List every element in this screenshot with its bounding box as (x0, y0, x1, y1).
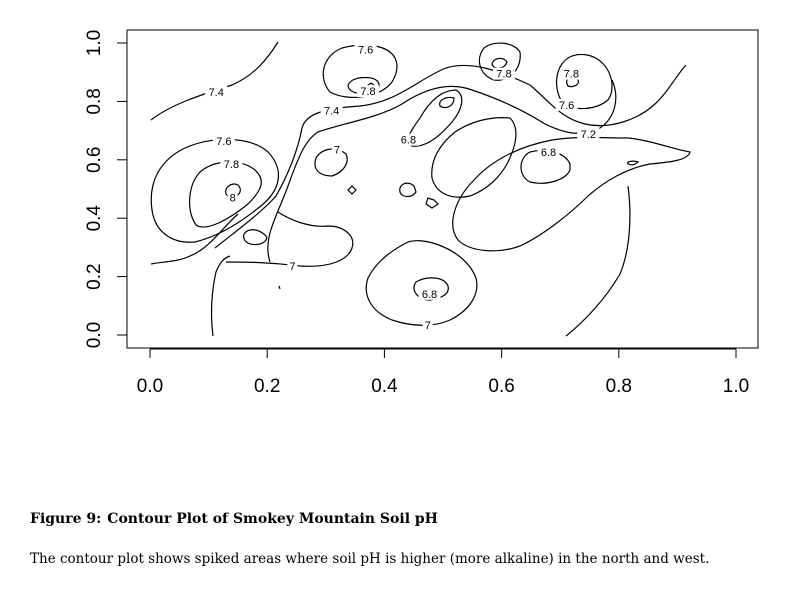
contour-label-bg-6 (331, 143, 342, 156)
contour-7-pocket-b (347, 185, 357, 195)
contour-7-southwest-b (210, 255, 231, 337)
plot-frame (126, 29, 759, 349)
y-tick-label-5: 1.0 (84, 30, 105, 56)
y-tick-label-0: 0.0 (84, 322, 105, 348)
contour-label-bg-7 (537, 146, 560, 159)
contour-7-southwest (150, 213, 239, 265)
contour-label-0: 7.6 (358, 45, 373, 57)
contour-label-8: 7.8 (224, 159, 239, 171)
contour-label-bg-4 (397, 133, 420, 146)
contour-7-4-west (150, 41, 279, 121)
contour-label-bg-0 (354, 43, 377, 56)
y-tick-label-2: 0.4 (84, 205, 105, 232)
contour-label-bg-10 (492, 67, 515, 80)
contour-label-bg-2 (205, 86, 228, 99)
figure-title: Contour Plot of Smokey Mountain Soil pH (107, 511, 438, 527)
contour-6-8-central (407, 89, 463, 147)
contour-label-bg-16 (422, 319, 433, 332)
x-tick-label-3: 0.6 (488, 376, 514, 397)
contour-label-bg-9 (227, 191, 238, 204)
contour-7-east (452, 136, 691, 252)
x-tick-label-0: 0.0 (137, 376, 163, 397)
contour-label-12: 7.6 (559, 100, 574, 112)
contour-label-1: 7.8 (360, 86, 375, 98)
contour-6-8-south (413, 277, 449, 301)
figure-caption: Figure 9: Contour Plot of Smokey Mountain… (30, 511, 438, 527)
contour-6-8-small-a (439, 96, 455, 109)
contour-lines (150, 41, 691, 337)
contour-label-2: 7.4 (209, 87, 224, 99)
contour-label-3: 7.4 (324, 105, 339, 117)
contour-label-bg-13 (577, 128, 600, 141)
y-tick-label-4: 0.8 (84, 88, 105, 114)
contour-label-7: 6.8 (541, 147, 556, 159)
contour-label-13: 7.2 (581, 129, 596, 141)
contour-label-bg-15 (418, 287, 441, 300)
contour-label-bg-3 (320, 104, 343, 117)
contour-7-southcenter (365, 240, 478, 326)
y-tick-label-1: 0.2 (84, 263, 105, 289)
x-tick-label-2: 0.4 (371, 376, 398, 397)
contour-7-8-west (189, 161, 262, 228)
contour-label-9: 8 (230, 192, 236, 204)
contour-7-6-west (150, 138, 280, 243)
contour-label-6: 7 (334, 144, 340, 156)
contour-label-bg-5 (212, 134, 235, 147)
x-axis: 0.0 0.2 0.4 0.6 0.8 1.0 (137, 348, 749, 397)
contour-7-pocket-a (314, 148, 348, 177)
contour-7-southeast (565, 185, 631, 337)
figure-description: The contour plot shows spiked areas wher… (30, 551, 710, 567)
contour-7-south (225, 211, 354, 267)
contour-plot: 7.6 7.8 7.4 7.4 6.8 7.6 7 6.8 7.8 8 7.8 7.8 7.6 7.2 7 6… (84, 29, 759, 397)
y-axis: 0.0 0.2 0.4 0.6 0.8 1.0 (84, 30, 128, 348)
x-tick-label-5: 1.0 (723, 376, 749, 397)
contour-label-4: 6.8 (401, 135, 416, 147)
contour-7-pocket-c (399, 182, 417, 198)
contour-labels: 7.6 7.8 7.4 7.4 6.8 7.6 7 6.8 7.8 8 7.8 7.8 7.6 7.2 7 6… (205, 43, 600, 332)
contour-label-16: 7 (425, 320, 431, 332)
contour-label-bg-11 (560, 67, 583, 80)
contour-7-4-main (214, 64, 687, 249)
x-tick-label-1: 0.2 (254, 376, 280, 397)
contour-7-dot (278, 285, 281, 290)
contour-label-bg-14 (287, 260, 298, 273)
contour-label-bg-8 (220, 157, 243, 170)
contour-label-14: 7 (289, 261, 295, 273)
contour-7-pocket-d (425, 197, 439, 209)
contour-7-pocket-e (243, 229, 268, 246)
figure-number: Figure 9: (30, 511, 102, 527)
contour-label-11: 7.8 (564, 69, 579, 81)
contour-label-5: 7.6 (216, 136, 231, 148)
contour-7-central (431, 117, 517, 198)
contour-label-10: 7.8 (496, 69, 511, 81)
contour-7-8-northeast-a (491, 57, 508, 69)
y-tick-label-3: 0.6 (84, 147, 105, 173)
contour-label-bg-1 (356, 85, 379, 98)
contour-7-lens (627, 160, 640, 166)
contour-label-15: 6.8 (422, 289, 437, 301)
x-tick-label-4: 0.8 (606, 376, 632, 397)
contour-label-bg-12 (555, 98, 578, 111)
